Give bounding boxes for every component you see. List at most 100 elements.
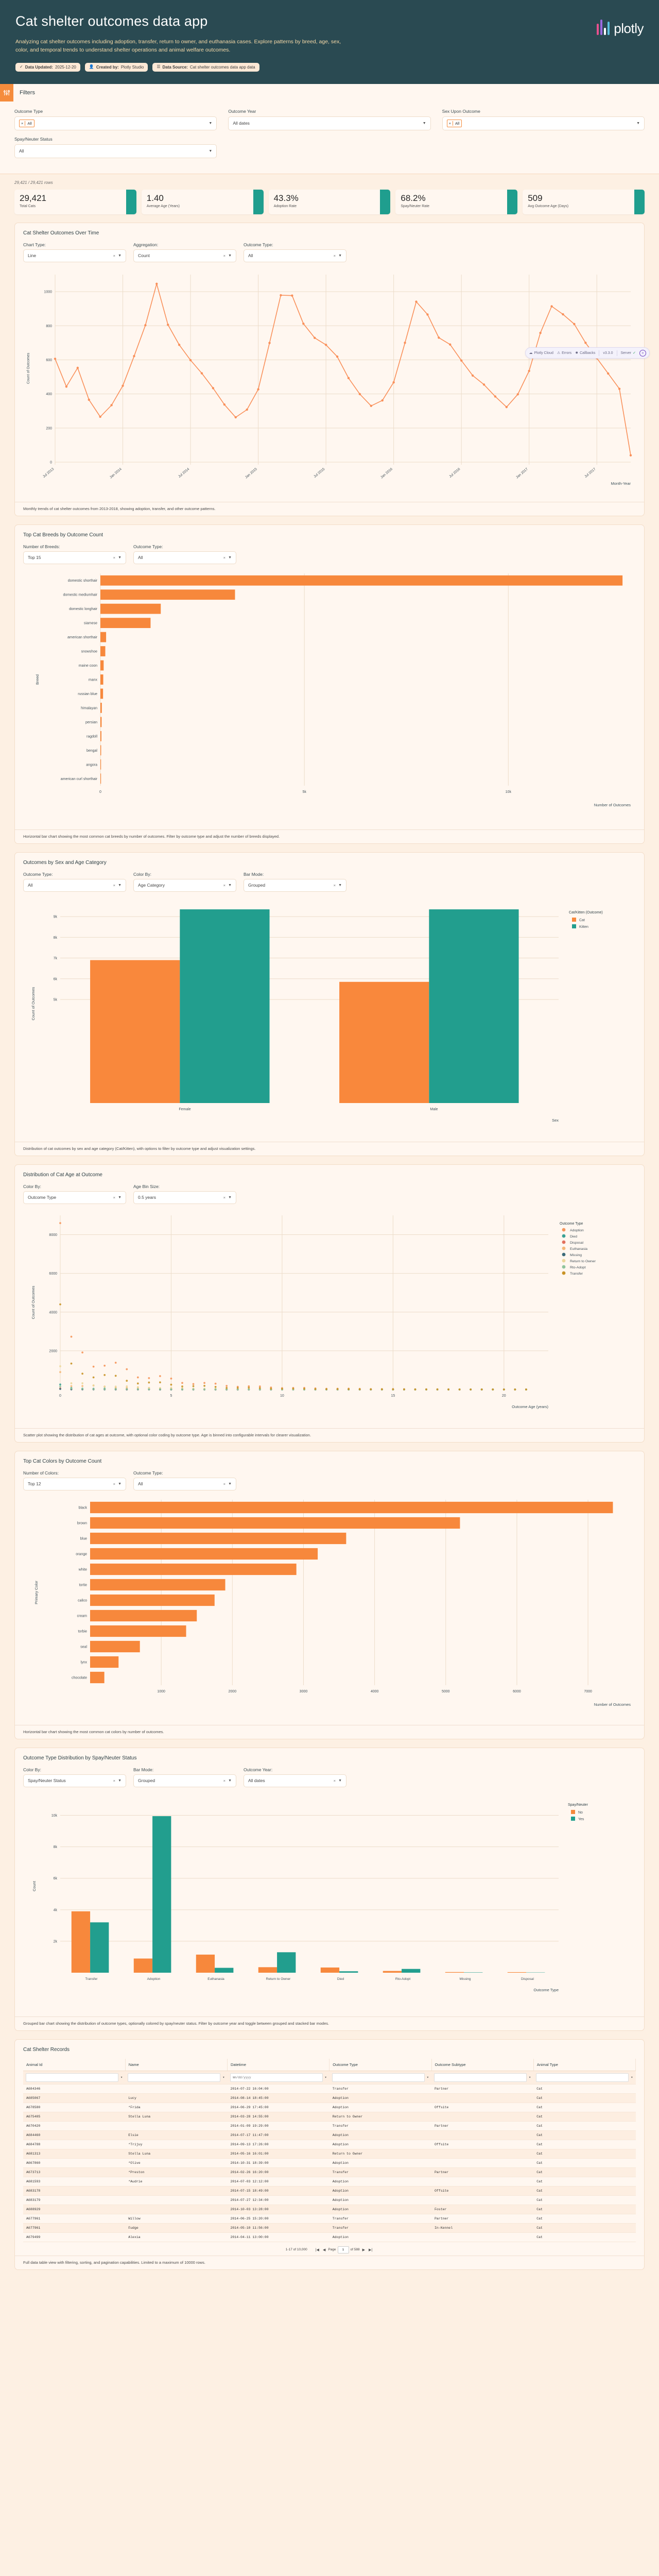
column-filter-input[interactable] xyxy=(332,2073,425,2082)
clear-icon[interactable]: × xyxy=(223,1778,226,1783)
chevron-down-icon[interactable]: ▼ xyxy=(422,121,426,125)
table-row[interactable]: A673713 *Preston 2014-02-26 16:20:00 Transf… xyxy=(23,2167,636,2177)
column-filter[interactable]: ▾ xyxy=(128,2073,225,2082)
age-bin-size-select[interactable]: 0.5 years × ▼ xyxy=(133,1191,236,1204)
chevron-down-icon[interactable]: ▼ xyxy=(118,555,122,560)
table-row[interactable]: A677961 Willow 2014-06-25 15:20:00 Transfer… xyxy=(23,2214,636,2224)
clear-icon[interactable]: × xyxy=(223,1195,226,1200)
outcome-year-select[interactable]: All dates ▼ xyxy=(228,116,431,130)
next-page-button[interactable]: ▶ xyxy=(362,2248,365,2252)
outcome-type-select[interactable]: × All ▼ xyxy=(14,116,217,130)
clear-icon[interactable]: × xyxy=(333,1778,336,1783)
chevron-down-icon[interactable]: ▼ xyxy=(228,1482,232,1486)
filter-icon[interactable]: ▾ xyxy=(222,2075,225,2080)
first-page-button[interactable]: |◀ xyxy=(315,2248,319,2252)
table-row[interactable]: A685067 Lucy 2014-08-14 18:45:00 Adoption Ca… xyxy=(23,2093,636,2103)
chevron-down-icon[interactable]: ▼ xyxy=(209,149,213,153)
chevron-down-icon[interactable]: ▼ xyxy=(228,1778,232,1783)
color-by-select[interactable]: Age Category × ▼ xyxy=(133,878,236,892)
column-filter-input[interactable] xyxy=(230,2073,323,2082)
filter-icon[interactable]: ▾ xyxy=(529,2075,531,2080)
table-row[interactable]: A675405 Stella Luna 2014-03-28 14:55:00 Ret… xyxy=(23,2112,636,2122)
table-row[interactable]: A683178 2014-07-15 18:49:00 Adoption Offsit… xyxy=(23,2186,636,2196)
page-input[interactable] xyxy=(337,2246,349,2253)
column-filter-input[interactable] xyxy=(128,2073,221,2082)
chip-remove-icon[interactable]: × xyxy=(20,121,26,126)
filter-icon[interactable]: ▾ xyxy=(324,2075,327,2080)
number-of-breeds-select[interactable]: Top 15 × ▼ xyxy=(23,551,126,564)
table-row[interactable]: A679499 Alexia 2014-04-11 13:00:00 Adoption… xyxy=(23,2232,636,2242)
pager[interactable]: |◀ ◀ Page of 588 ▶ ▶| xyxy=(315,2246,373,2253)
filter-icon[interactable]: ▾ xyxy=(426,2075,429,2080)
outcome-type-select[interactable]: All × ▼ xyxy=(133,551,236,564)
table-row[interactable]: A688929 2014-10-03 13:28:00 Adoption Foster… xyxy=(23,2205,636,2214)
age-scatter-chart[interactable]: 2000 4000 6000 8000 0 5 10 15 20 Count of Outcome… xyxy=(23,1209,636,1428)
aggregation-select[interactable]: Count × ▼ xyxy=(133,249,236,262)
table-row[interactable]: A683179 2014-07-27 12:34:00 Adoption Cat xyxy=(23,2195,636,2205)
table-column-header[interactable]: Datetime xyxy=(227,2058,330,2071)
chevron-down-icon[interactable]: ▼ xyxy=(338,1778,342,1783)
chart-type-select[interactable]: Line × ▼ xyxy=(23,249,126,262)
line-chart[interactable]: 0 200 400 600 800 1000 Jul 2013 Jan 2014 Jul 201… xyxy=(23,267,636,502)
table-column-header[interactable]: Outcome Type xyxy=(329,2058,432,2071)
chevron-down-icon[interactable]: ▼ xyxy=(118,253,122,258)
chevron-down-icon[interactable]: ▼ xyxy=(338,253,342,258)
column-filter[interactable]: ▾ xyxy=(536,2073,633,2082)
clear-icon[interactable]: × xyxy=(333,883,336,888)
table-row[interactable]: A677961 Fudge 2014-05-10 11:56:00 Transfer I… xyxy=(23,2223,636,2233)
column-filter[interactable]: ▾ xyxy=(230,2073,327,2082)
table-column-header[interactable]: Outcome Subtype xyxy=(431,2058,534,2071)
column-filter[interactable]: ▾ xyxy=(26,2073,123,2082)
table-column-header[interactable]: Animal Id xyxy=(23,2058,126,2071)
column-filter-input[interactable] xyxy=(434,2073,527,2082)
clear-icon[interactable]: × xyxy=(333,253,336,258)
chevron-down-icon[interactable]: ▼ xyxy=(228,253,232,258)
dev-toolbar[interactable]: ☁ Plotly Cloud ⚠ Errors ✸ Callbacks v3.3… xyxy=(525,347,650,359)
selected-chip[interactable]: × All xyxy=(446,119,462,127)
outcome-type-select[interactable]: All × ▼ xyxy=(23,878,126,892)
color-by-select[interactable]: Spay/Neuter Status × ▼ xyxy=(23,1774,126,1787)
clear-icon[interactable]: × xyxy=(223,253,226,258)
chevron-down-icon[interactable]: ▼ xyxy=(228,1195,232,1199)
plotly-cloud-button[interactable]: ☁ Plotly Cloud xyxy=(529,351,553,355)
clear-icon[interactable]: × xyxy=(113,253,116,258)
sex-age-bar-chart[interactable]: 5k 6k 7k 8k 9k Female Male Count of Outcomes Sex… xyxy=(23,896,636,1142)
outcome-type-select[interactable]: All × ▼ xyxy=(133,1477,236,1490)
chevron-down-icon[interactable]: ▼ xyxy=(118,883,122,887)
color-by-select[interactable]: Outcome Type × ▼ xyxy=(23,1191,126,1204)
chip-remove-icon[interactable]: × xyxy=(447,121,454,126)
table-column-header[interactable]: Animal Type xyxy=(533,2058,636,2071)
chevron-down-icon[interactable]: ▼ xyxy=(118,1778,122,1783)
sex-upon-outcome-select[interactable]: × All ▼ xyxy=(442,116,645,130)
errors-button[interactable]: ⚠ Errors xyxy=(557,351,571,355)
outcome-type-select[interactable]: All × ▼ xyxy=(244,249,346,262)
table-row[interactable]: A670420 2014-01-09 19:29:00 Transfer Partne… xyxy=(23,2121,636,2131)
clear-icon[interactable]: × xyxy=(223,1481,226,1486)
table-row[interactable]: A681593 *Audrie 2014-07-03 12:12:00 Adoptio… xyxy=(23,2177,636,2187)
filter-icon[interactable]: ▾ xyxy=(631,2075,633,2080)
prev-page-button[interactable]: ◀ xyxy=(322,2248,326,2252)
colors-bar-chart[interactable]: 1000 2000 3000 4000 5000 6000 7000 black brown bl… xyxy=(23,1495,636,1725)
spay-neuter-bar-chart[interactable]: 2k 4k 6k 8k 10k Transfer Adoption Euthanasia Ret… xyxy=(23,1792,636,2016)
column-filter[interactable]: ▾ xyxy=(332,2073,429,2082)
chevron-down-icon[interactable]: ▼ xyxy=(636,121,640,125)
table-row[interactable]: A684460 Elsie 2014-07-17 11:47:00 Adoption C… xyxy=(23,2130,636,2140)
filter-icon[interactable]: ▾ xyxy=(120,2075,123,2080)
callbacks-button[interactable]: ✸ Callbacks xyxy=(575,351,595,355)
clear-icon[interactable]: × xyxy=(223,555,226,560)
chevron-down-icon[interactable]: ▼ xyxy=(228,555,232,560)
clear-icon[interactable]: × xyxy=(223,883,226,888)
column-filter-input[interactable] xyxy=(26,2073,119,2082)
clear-icon[interactable]: × xyxy=(113,1778,116,1783)
column-filter[interactable]: ▾ xyxy=(434,2073,531,2082)
clear-icon[interactable]: × xyxy=(113,1481,116,1486)
spay-neuter-status-select[interactable]: All ▼ xyxy=(14,144,217,158)
table-row[interactable]: A684346 2014-07-22 16:04:00 Transfer Partne… xyxy=(23,2084,636,2094)
number-of-colors-select[interactable]: Top 12 × ▼ xyxy=(23,1477,126,1490)
selected-chip[interactable]: × All xyxy=(19,119,34,127)
chevron-down-icon[interactable]: ▼ xyxy=(209,121,213,125)
table-row[interactable]: A678580 *Frida 2014-06-29 17:45:00 Adoption… xyxy=(23,2103,636,2112)
expand-toolbar-button[interactable]: » xyxy=(639,349,646,357)
column-filter-input[interactable] xyxy=(536,2073,629,2082)
table-row[interactable]: A681313 Stella Luna 2014-05-16 16:01:00 Ret… xyxy=(23,2149,636,2159)
